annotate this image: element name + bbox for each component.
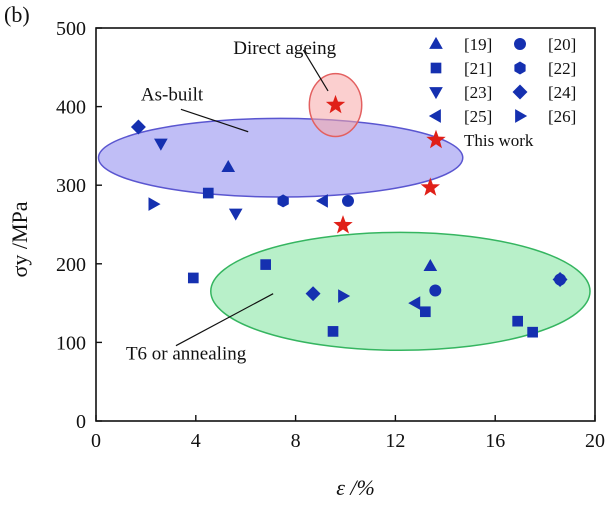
- legend-item-19: [19]: [429, 35, 492, 54]
- series-this-work: [325, 94, 440, 234]
- legend-label-21: [21]: [464, 59, 492, 78]
- annotation-arrows: [175, 49, 329, 347]
- point-this-work-3: [333, 215, 353, 234]
- legend-item-21: [21]: [430, 59, 492, 78]
- point-21-6: [512, 315, 523, 327]
- point-23-1: [154, 138, 168, 151]
- point-25-2: [408, 296, 421, 310]
- legend-item-this-work: This work: [426, 129, 534, 150]
- legend-marker-22: [514, 61, 526, 75]
- y-tick-label-400: 400: [56, 97, 86, 119]
- point-23-2: [228, 208, 243, 221]
- legend-item-22: [22]: [514, 59, 576, 78]
- annotation-line-direct-ageing: [302, 49, 329, 92]
- region-t6-or-annealing: [210, 231, 591, 352]
- point-21-1: [202, 187, 214, 199]
- point-26-1: [148, 197, 161, 211]
- point-21-2: [187, 272, 199, 284]
- legend: [19] [20] [21] [22] [23] [24] [25] [26] This wor…: [426, 35, 576, 150]
- legend-marker-20: [514, 38, 526, 50]
- x-tick-label-16: 16: [485, 430, 505, 452]
- x-tick-label-12: 12: [385, 430, 405, 452]
- legend-marker-19: [429, 36, 443, 49]
- point-20-2: [429, 284, 442, 297]
- legend-marker-23: [429, 87, 443, 100]
- point-this-work-1: [325, 94, 346, 114]
- series-19: [221, 159, 438, 272]
- legend-label-26: [26]: [548, 107, 576, 126]
- point-21-5: [420, 306, 431, 318]
- point-24-2: [305, 286, 321, 302]
- annotation-line-t6-or-annealing: [175, 293, 274, 347]
- annotation-line-as-built: [180, 108, 249, 133]
- point-20-1: [342, 194, 354, 207]
- point-22-1: [277, 194, 289, 208]
- data-points: [130, 94, 568, 338]
- legend-item-26: [26]: [515, 107, 576, 126]
- y-tick-label-300: 300: [56, 175, 86, 197]
- y-tick-label-0: 0: [76, 411, 86, 433]
- point-26-2: [338, 289, 351, 303]
- plot-frame: [95, 27, 596, 422]
- annotation-direct-ageing: Direct ageing: [233, 38, 336, 59]
- legend-label-19: [19]: [464, 35, 492, 54]
- y-tick-label-500: 500: [56, 18, 86, 40]
- annotation-as-built: As-built: [141, 84, 204, 105]
- legend-marker-21: [430, 62, 442, 74]
- legend-marker-26: [515, 109, 528, 123]
- annotation-labels: As-built Direct ageing T6 or annealing: [126, 38, 337, 365]
- annotation-t6-or-annealing: T6 or annealing: [126, 344, 247, 365]
- series-26: [148, 197, 351, 303]
- point-21-3: [260, 259, 271, 270]
- y-tick-label-100: 100: [56, 332, 86, 354]
- legend-item-20: [20]: [514, 35, 576, 54]
- point-24-3: [552, 272, 568, 287]
- point-19-2: [423, 259, 438, 272]
- point-19-1: [221, 159, 236, 172]
- legend-item-25: [25]: [428, 107, 492, 126]
- legend-label-25: [25]: [464, 107, 492, 126]
- legend-marker-24: [512, 84, 528, 100]
- point-25-1: [315, 194, 328, 208]
- legend-label-20: [20]: [548, 35, 576, 54]
- series-21: [187, 187, 538, 338]
- series-22: [277, 194, 289, 208]
- legend-marker-this-work: [426, 129, 446, 149]
- y-axis-title: σy /MPa: [7, 201, 32, 277]
- y-tick-label-200: 200: [56, 254, 86, 276]
- region-as-built: [97, 117, 464, 198]
- legend-item-24: [24]: [512, 83, 576, 102]
- point-24-1: [130, 119, 146, 135]
- x-axis-title: ε /%: [336, 475, 375, 500]
- legend-label-22: [22]: [548, 59, 576, 78]
- point-this-work-2: [420, 177, 440, 196]
- x-tick-label-8: 8: [291, 430, 301, 452]
- legend-label-this-work: This work: [464, 131, 534, 150]
- legend-label-24: [24]: [548, 83, 576, 102]
- series-23: [154, 138, 243, 221]
- x-tick-label-20: 20: [585, 430, 605, 452]
- legend-label-23: [23]: [464, 83, 492, 102]
- panel-label: (b): [4, 2, 30, 27]
- point-21-7: [527, 326, 538, 338]
- series-24: [130, 119, 568, 302]
- point-21-4: [327, 326, 339, 337]
- highlight-regions: [97, 72, 591, 352]
- series-25: [315, 194, 421, 310]
- legend-item-23: [23]: [429, 83, 492, 102]
- x-tick-label-4: 4: [191, 430, 201, 452]
- legend-marker-25: [428, 109, 441, 123]
- x-tick-label-0: 0: [91, 430, 101, 452]
